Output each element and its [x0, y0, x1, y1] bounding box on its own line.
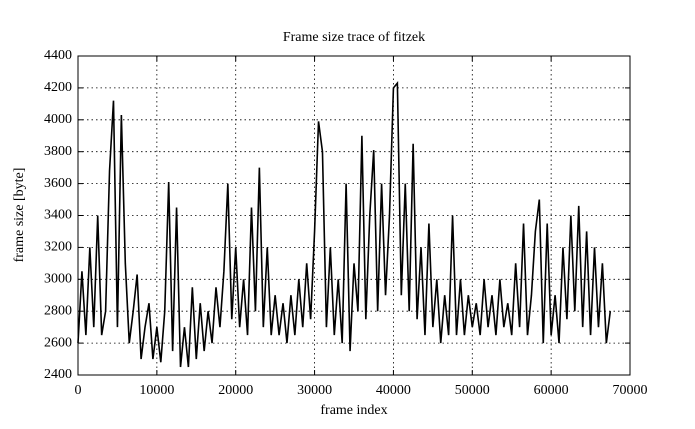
- y-tick-label: 2800: [44, 303, 72, 318]
- y-tick-label: 2600: [44, 335, 72, 350]
- x-tick-label: 20000: [218, 383, 253, 398]
- x-tick-label: 60000: [534, 383, 569, 398]
- y-tick-label: 4200: [44, 80, 72, 95]
- y-tick-label: 2400: [44, 367, 72, 382]
- x-tick-label: 70000: [613, 383, 648, 398]
- plot-frame: [77, 55, 631, 376]
- x-tick-label: 40000: [376, 383, 411, 398]
- chart-title: Frame size trace of fitzek: [283, 30, 425, 45]
- x-axis-label: frame index: [320, 403, 387, 418]
- x-tick-label: 0: [75, 383, 82, 398]
- y-tick-label: 3400: [44, 208, 72, 223]
- y-tick-label: 3200: [44, 240, 72, 255]
- y-tick-label: 4000: [44, 112, 72, 127]
- y-tick-label: 4400: [44, 48, 72, 63]
- x-tick-label: 50000: [455, 383, 490, 398]
- y-axis-label: frame size [byte]: [12, 168, 27, 263]
- data-line: [77, 80, 612, 368]
- x-tick-label: 10000: [139, 383, 174, 398]
- y-tick-label: 3600: [44, 176, 72, 191]
- y-tick-label: 3800: [44, 144, 72, 159]
- y-tick-label: 3000: [44, 272, 72, 287]
- x-tick-label: 30000: [297, 383, 332, 398]
